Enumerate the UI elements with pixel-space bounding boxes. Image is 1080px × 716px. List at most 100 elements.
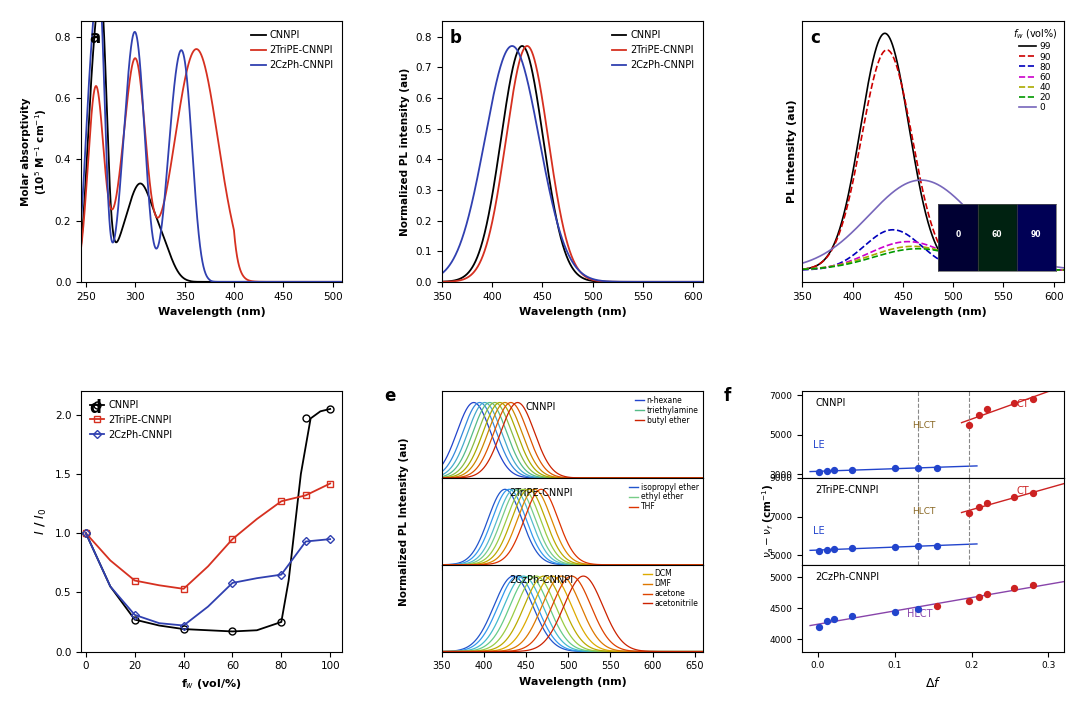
2TriPE-CNNPI bbox=[105, 204, 118, 213]
Point bbox=[810, 546, 827, 557]
Text: CT: CT bbox=[1016, 485, 1029, 495]
2CzPh-CNNPI bbox=[330, 278, 343, 286]
CNNPI bbox=[105, 203, 118, 211]
2CzPh-CNNPI bbox=[448, 251, 461, 260]
Point bbox=[886, 463, 903, 474]
2TriPE-CNNPI bbox=[330, 278, 343, 286]
Point bbox=[960, 596, 977, 607]
2CzPh-CNNPI bbox=[563, 251, 576, 260]
Text: HLCT: HLCT bbox=[907, 609, 932, 619]
Legend: CNNPI, 2TriPE-CNNPI, 2CzPh-CNNPI: CNNPI, 2TriPE-CNNPI, 2CzPh-CNNPI bbox=[247, 26, 338, 74]
2TriPE-CNNPI bbox=[302, 278, 315, 286]
Point bbox=[1005, 583, 1023, 594]
CNNPI bbox=[75, 241, 87, 250]
Point bbox=[909, 603, 927, 614]
Point bbox=[929, 462, 946, 473]
2TriPE-CNNPI bbox=[435, 278, 448, 286]
Point bbox=[929, 601, 946, 612]
2CzPh-CNNPI bbox=[120, 94, 133, 102]
Line: 2CzPh-CNNPI: 2CzPh-CNNPI bbox=[81, 0, 342, 282]
Line: CNNPI: CNNPI bbox=[81, 0, 342, 282]
Point bbox=[843, 464, 861, 475]
Point bbox=[978, 588, 996, 599]
2CzPh-CNNPI bbox=[105, 232, 118, 241]
Text: CNNPI: CNNPI bbox=[526, 402, 556, 412]
2TriPE-CNNPI bbox=[689, 278, 702, 286]
Y-axis label: Molar absorptivity
(10$^5$ M$^{-1}$ cm$^{-1}$): Molar absorptivity (10$^5$ M$^{-1}$ cm$^… bbox=[22, 97, 50, 206]
Text: Normalized PL Intensity (au): Normalized PL Intensity (au) bbox=[399, 437, 409, 606]
Point bbox=[1025, 488, 1042, 499]
X-axis label: $\Delta f$: $\Delta f$ bbox=[924, 676, 942, 690]
Text: HLCT: HLCT bbox=[913, 420, 935, 430]
2TriPE-CNNPI bbox=[175, 95, 188, 104]
Point bbox=[825, 613, 842, 624]
CNNPI bbox=[697, 278, 710, 286]
2TriPE-CNNPI bbox=[336, 278, 349, 286]
Text: CT: CT bbox=[1016, 399, 1029, 409]
2CzPh-CNNPI bbox=[505, 42, 518, 50]
Text: 2TriPE-CNNPI: 2TriPE-CNNPI bbox=[815, 485, 879, 495]
Line: 2TriPE-CNNPI: 2TriPE-CNNPI bbox=[442, 46, 703, 282]
Point bbox=[810, 466, 827, 478]
Point bbox=[929, 541, 946, 552]
Legend: CNNPI, 2TriPE-CNNPI, 2CzPh-CNNPI: CNNPI, 2TriPE-CNNPI, 2CzPh-CNNPI bbox=[86, 396, 176, 443]
2CzPh-CNNPI bbox=[697, 278, 710, 286]
Text: c: c bbox=[810, 29, 820, 47]
Line: CNNPI: CNNPI bbox=[442, 46, 703, 282]
2TriPE-CNNPI bbox=[689, 278, 702, 286]
Legend: CNNPI, 2TriPE-CNNPI, 2CzPh-CNNPI: CNNPI, 2TriPE-CNNPI, 2CzPh-CNNPI bbox=[608, 26, 699, 74]
Y-axis label: $I$ / $I_0$: $I$ / $I_0$ bbox=[33, 508, 49, 535]
2CzPh-CNNPI bbox=[175, 46, 188, 54]
Point bbox=[1005, 397, 1023, 409]
Point bbox=[960, 507, 977, 518]
2CzPh-CNNPI bbox=[642, 278, 654, 286]
Point bbox=[909, 541, 927, 552]
Text: $\nu_a - \nu_f$ (cm$^{-1}$): $\nu_a - \nu_f$ (cm$^{-1}$) bbox=[760, 484, 775, 558]
CNNPI bbox=[563, 257, 576, 266]
CNNPI bbox=[435, 277, 448, 286]
Text: HLCT: HLCT bbox=[913, 508, 935, 516]
CNNPI bbox=[515, 42, 528, 50]
Point bbox=[843, 542, 861, 553]
2TriPE-CNNPI bbox=[186, 49, 199, 57]
CNNPI bbox=[555, 238, 568, 246]
2TriPE-CNNPI bbox=[521, 42, 534, 50]
CNNPI bbox=[689, 278, 702, 286]
Text: 2CzPh-CNNPI: 2CzPh-CNNPI bbox=[815, 571, 879, 581]
Point bbox=[825, 543, 842, 555]
X-axis label: Wavelength (nm): Wavelength (nm) bbox=[158, 307, 266, 317]
Text: LE: LE bbox=[813, 526, 824, 536]
Point bbox=[886, 606, 903, 618]
Point bbox=[971, 409, 988, 420]
2TriPE-CNNPI bbox=[448, 277, 461, 286]
Point bbox=[886, 541, 903, 552]
Point bbox=[819, 616, 836, 627]
CNNPI bbox=[186, 277, 199, 286]
2CzPh-CNNPI bbox=[336, 278, 349, 286]
CNNPI bbox=[642, 278, 654, 286]
2CzPh-CNNPI bbox=[302, 278, 315, 286]
2CzPh-CNNPI bbox=[689, 278, 702, 286]
Point bbox=[971, 501, 988, 513]
CNNPI bbox=[336, 278, 349, 286]
Legend: isopropyl ether, ethyl ether, THF: isopropyl ether, ethyl ether, THF bbox=[629, 482, 699, 512]
2CzPh-CNNPI bbox=[75, 218, 87, 226]
Point bbox=[978, 403, 996, 415]
Text: d: d bbox=[89, 399, 100, 417]
CNNPI bbox=[120, 211, 133, 219]
Point bbox=[1005, 492, 1023, 503]
Point bbox=[825, 465, 842, 476]
Y-axis label: Normalized PL intensity (au): Normalized PL intensity (au) bbox=[400, 67, 410, 236]
Text: 2CzPh-CNNPI: 2CzPh-CNNPI bbox=[509, 575, 573, 585]
2TriPE-CNNPI bbox=[555, 217, 568, 226]
Text: f: f bbox=[724, 387, 731, 405]
Line: 2TriPE-CNNPI: 2TriPE-CNNPI bbox=[81, 49, 342, 282]
2TriPE-CNNPI bbox=[563, 244, 576, 253]
Point bbox=[960, 419, 977, 430]
Point bbox=[1025, 579, 1042, 590]
CNNPI bbox=[689, 278, 702, 286]
CNNPI bbox=[330, 278, 343, 286]
2TriPE-CNNPI bbox=[75, 244, 87, 253]
Line: 2CzPh-CNNPI: 2CzPh-CNNPI bbox=[442, 46, 703, 282]
X-axis label: f$_w$ (vol/%): f$_w$ (vol/%) bbox=[181, 677, 242, 691]
